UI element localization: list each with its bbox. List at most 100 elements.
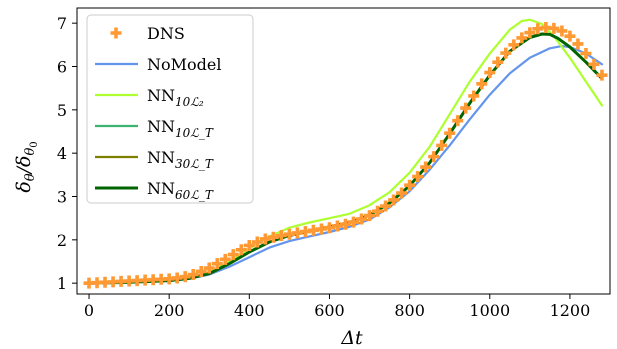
dns-marker — [203, 262, 215, 274]
dns-marker — [588, 58, 600, 70]
dns-marker — [259, 233, 271, 245]
dns-marker — [484, 67, 496, 79]
svg-text:δθ/δθ0: δθ/δθ0 — [13, 141, 40, 192]
legend: DNS NoModel NN10ℒ₂ NN10ℒ_T NN30ℒ_T NN60ℒ_T — [86, 14, 254, 204]
legend-item-NN60LT: NN60ℒ_T — [95, 179, 214, 202]
legend-item-NN10L2: NN10ℒ₂ — [95, 86, 204, 109]
dns-marker — [420, 161, 432, 173]
dns-marker — [396, 187, 408, 199]
dns-marker — [331, 220, 343, 232]
dns-marker — [187, 269, 199, 281]
dns-marker — [364, 210, 376, 222]
dns-marker — [83, 277, 95, 289]
series-NN60LT-line — [87, 32, 604, 285]
dns-marker — [548, 22, 560, 34]
dns-marker — [460, 102, 472, 114]
x-axis-label: Δt — [340, 327, 363, 349]
dns-marker — [283, 228, 295, 240]
dns-marker — [99, 276, 111, 288]
dns-marker — [580, 48, 592, 59]
dns-marker — [412, 171, 424, 183]
dns-marker — [219, 253, 231, 265]
dns-marker — [235, 244, 247, 256]
dns-marker — [147, 274, 159, 286]
series-layer — [83, 18, 608, 289]
y-tick-label: 7 — [57, 14, 67, 33]
dns-marker — [508, 39, 520, 51]
legend-label: NN60ℒ_T — [147, 179, 214, 202]
dns-marker — [356, 213, 368, 225]
dns-marker — [556, 25, 568, 37]
dns-marker — [107, 276, 119, 288]
legend-label: NN30ℒ_T — [147, 148, 214, 171]
dns-marker — [211, 258, 223, 270]
legend-item-NN30LT: NN30ℒ_T — [95, 148, 214, 171]
dns-marker — [267, 231, 279, 243]
legend-label: DNS — [147, 24, 185, 43]
x-tick-label: 600 — [314, 301, 345, 320]
y-tick-label: 6 — [57, 58, 67, 77]
dns-marker — [348, 216, 360, 228]
dns-marker — [307, 224, 319, 236]
legend-label: NN10ℒ₂ — [147, 86, 204, 109]
dns-marker — [155, 273, 167, 285]
x-tick-label: 1000 — [469, 301, 510, 320]
dns-marker — [516, 32, 528, 44]
dns-marker — [500, 47, 512, 59]
dns-marker — [243, 239, 255, 251]
dns-marker — [227, 249, 239, 261]
axes-layer: 0 200 400 600 800 1000 1200 1 2 3 4 5 6 7 — [57, 7, 611, 320]
x-tick-label: 1200 — [550, 301, 591, 320]
y-tick-label: 2 — [57, 231, 67, 250]
dns-marker — [476, 78, 488, 90]
dns-marker — [564, 30, 576, 42]
plot-frame — [76, 7, 611, 295]
legend-item-DNS: DNS — [110, 24, 185, 43]
legend-label: NN10ℒ_T — [147, 117, 214, 140]
dns-marker — [275, 230, 287, 241]
dns-marker — [195, 265, 207, 277]
x-tick-label: 800 — [394, 301, 425, 320]
dns-marker — [323, 222, 335, 234]
x-tick-label: 400 — [234, 301, 265, 320]
dns-marker — [404, 179, 416, 191]
y-tick-label: 1 — [57, 274, 67, 293]
dns-marker — [468, 90, 480, 102]
dns-marker — [572, 38, 584, 50]
y-axis-label: δθ/δθ0 — [13, 141, 40, 192]
dns-marker — [372, 205, 384, 217]
dns-marker — [179, 271, 191, 283]
dns-marker — [299, 226, 311, 238]
dns-marker — [388, 194, 400, 206]
dns-marker — [115, 275, 127, 287]
legend-marker — [110, 27, 122, 39]
dns-marker — [315, 223, 327, 235]
y-tick-label: 4 — [57, 144, 67, 163]
dns-marker — [540, 22, 552, 33]
dns-marker — [171, 272, 183, 284]
dns-marker — [163, 273, 175, 285]
dns-marker — [139, 274, 151, 286]
dns-marker — [91, 277, 103, 289]
dns-marker — [380, 200, 392, 212]
dns-marker — [251, 236, 263, 248]
x-tick-label: 0 — [84, 301, 94, 320]
series-DNS-markers — [83, 22, 608, 289]
legend-label: NoModel — [147, 55, 221, 74]
y-tick-label: 3 — [57, 188, 67, 207]
dns-marker — [524, 27, 536, 39]
dns-marker — [291, 227, 303, 239]
dns-marker — [596, 69, 608, 81]
dns-marker — [452, 115, 464, 127]
dns-marker — [340, 218, 352, 230]
dns-marker — [532, 23, 544, 35]
dns-marker — [123, 275, 135, 287]
legend-item-NoModel: NoModel — [95, 55, 221, 74]
x-tick-label: 200 — [154, 301, 185, 320]
legend-box — [86, 14, 254, 204]
dns-marker — [436, 139, 448, 151]
dns-marker — [444, 127, 456, 139]
legend-item-NN10LT: NN10ℒ_T — [95, 117, 214, 140]
dns-marker — [131, 275, 143, 287]
